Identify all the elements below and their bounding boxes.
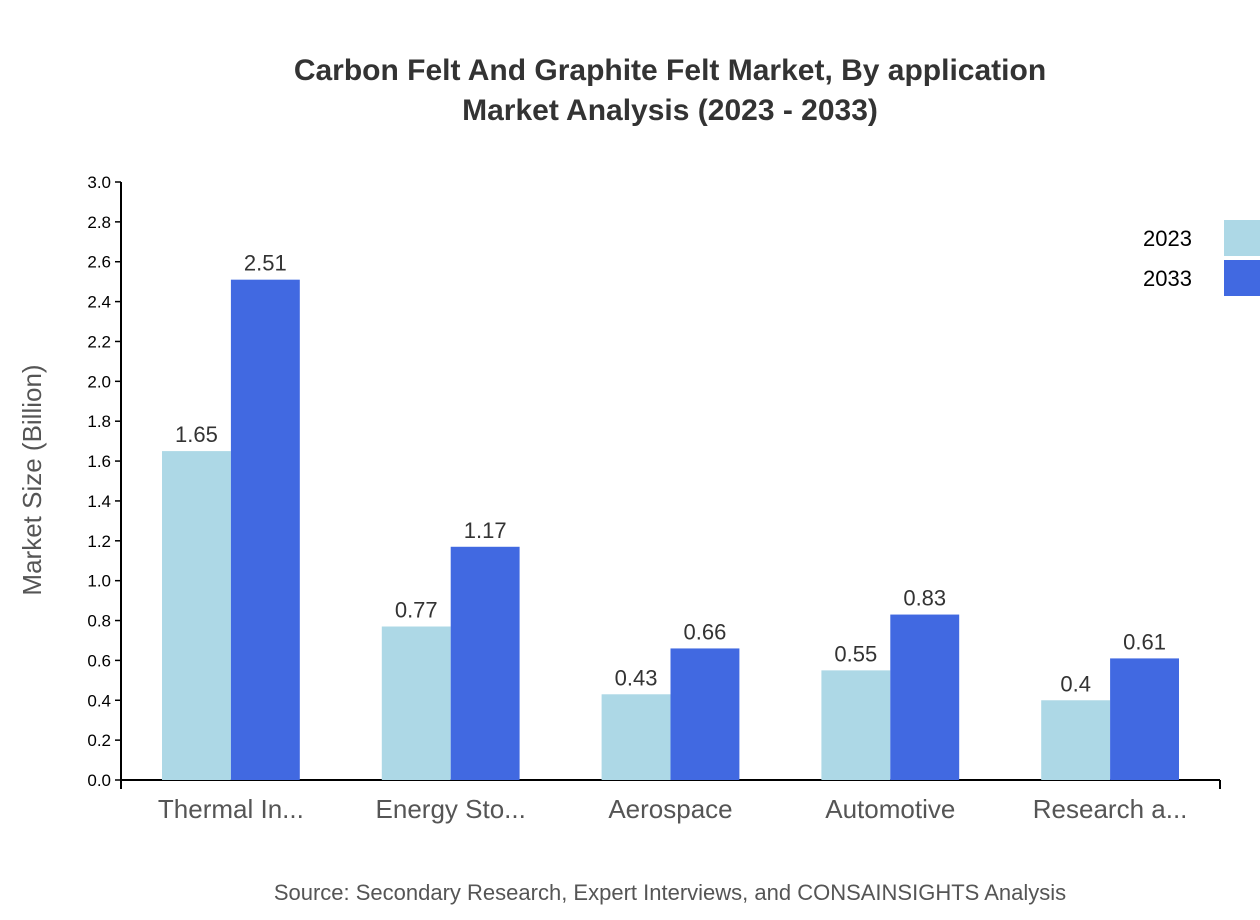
legend-swatch <box>1224 220 1260 256</box>
y-tick-label: 1.8 <box>87 412 111 431</box>
x-category-label: Automotive <box>825 794 955 824</box>
bar-2023 <box>162 451 231 780</box>
y-tick-label: 2.2 <box>87 332 111 351</box>
data-label: 0.77 <box>395 598 438 623</box>
x-category-label: Thermal In... <box>158 794 304 824</box>
x-category-label: Aerospace <box>608 794 732 824</box>
x-category-label: Energy Sto... <box>376 794 526 824</box>
data-label: 0.43 <box>615 665 658 690</box>
y-tick-label: 3.0 <box>87 173 111 192</box>
data-label: 2.51 <box>244 251 287 276</box>
bar-2033 <box>1110 658 1179 780</box>
source-note: Source: Secondary Research, Expert Inter… <box>274 880 1066 905</box>
y-tick-label: 0.0 <box>87 771 111 790</box>
data-label: 0.83 <box>903 586 946 611</box>
y-tick-label: 2.8 <box>87 213 111 232</box>
y-tick-label: 2.0 <box>87 372 111 391</box>
y-tick-label: 0.2 <box>87 731 111 750</box>
bar-2023 <box>821 670 891 780</box>
bar-2033 <box>230 279 300 780</box>
y-tick-label: 1.0 <box>87 572 111 591</box>
x-category-label: Research a... <box>1033 794 1188 824</box>
y-tick-label: 1.4 <box>87 492 111 511</box>
chart-subtitle: Market Analysis (2023 - 2033) <box>462 94 878 127</box>
bar-2033 <box>890 614 960 780</box>
data-label: 0.55 <box>834 641 877 666</box>
data-label: 1.65 <box>175 422 218 447</box>
data-label: 0.66 <box>684 619 727 644</box>
legend-swatch <box>1224 260 1260 296</box>
y-tick-label: 2.4 <box>87 293 111 312</box>
legend-label: 2023 <box>1143 226 1192 251</box>
data-label: 1.17 <box>464 518 507 543</box>
y-tick-label: 2.6 <box>87 253 111 272</box>
bar-2033 <box>670 648 740 780</box>
y-tick-label: 0.6 <box>87 651 111 670</box>
y-tick-label: 0.8 <box>87 612 111 631</box>
data-label: 0.4 <box>1060 671 1091 696</box>
y-tick-label: 1.6 <box>87 452 111 471</box>
y-tick-label: 0.4 <box>87 691 111 710</box>
legend-label: 2033 <box>1143 266 1192 291</box>
chart-title: Carbon Felt And Graphite Felt Market, By… <box>294 54 1046 87</box>
bar-2033 <box>450 546 520 780</box>
y-tick-label: 1.2 <box>87 532 111 551</box>
bar-2023 <box>1041 700 1111 780</box>
y-axis-label: Market Size (Billion) <box>17 364 47 595</box>
data-label: 0.61 <box>1123 629 1166 654</box>
bar-2023 <box>381 626 451 780</box>
bar-2023 <box>601 694 671 780</box>
